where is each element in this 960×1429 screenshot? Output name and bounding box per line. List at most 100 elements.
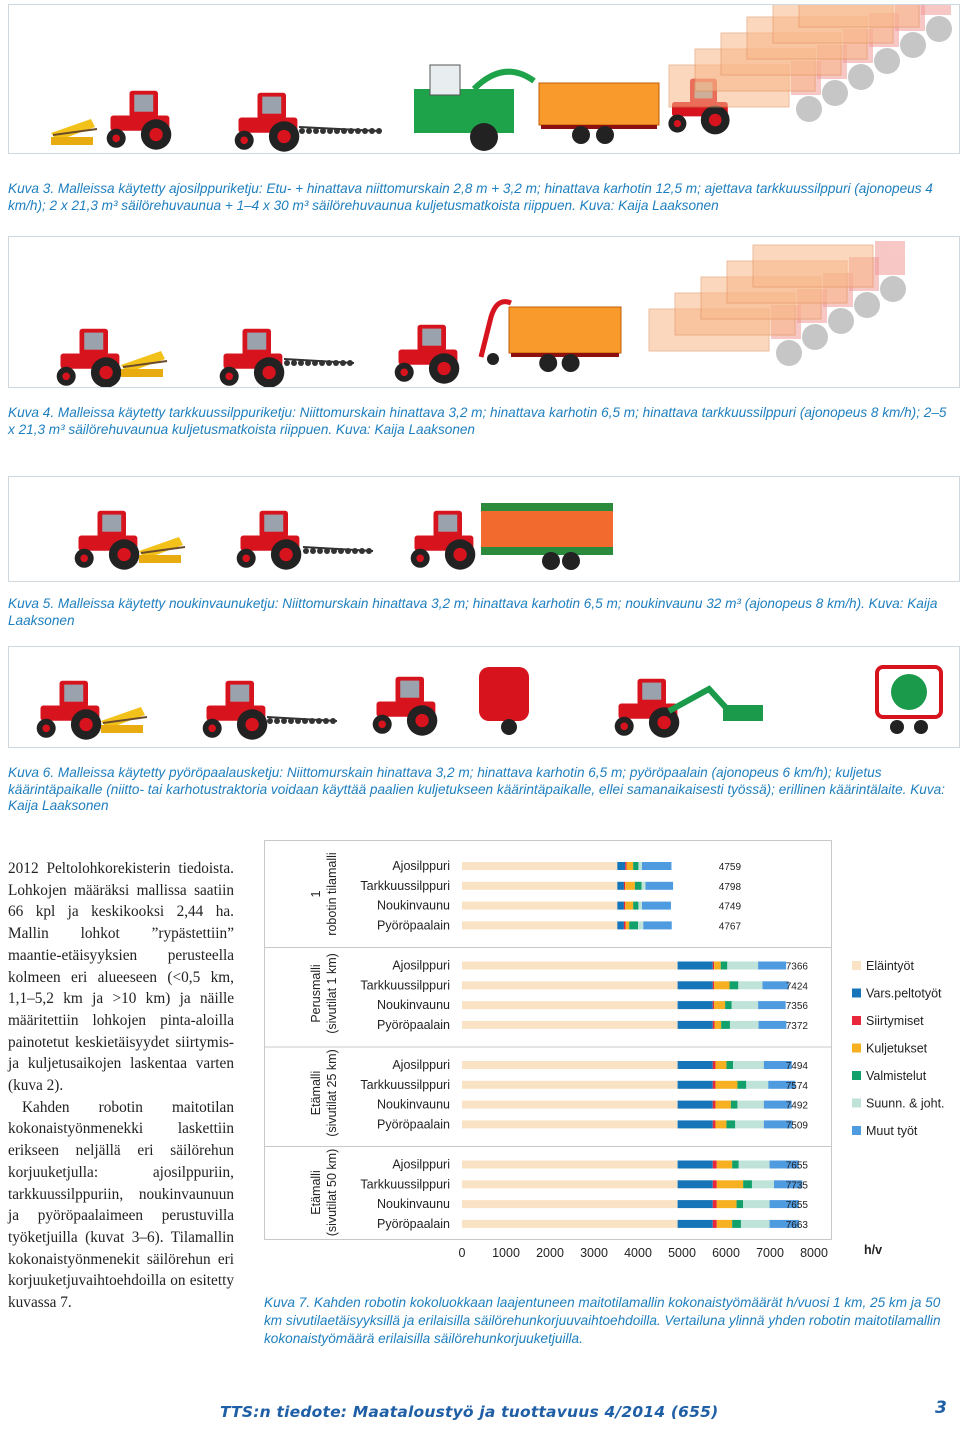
tractor-icon [236,510,302,570]
bar-segment [714,1020,722,1029]
round-baler-icon [479,667,529,735]
bar-segment [762,981,789,990]
bar-segment [677,961,713,970]
bar-segment [712,1160,717,1169]
figure-3-illustration [51,5,952,152]
bar-segment [773,1180,803,1189]
bar-segment [769,1219,800,1228]
group-label: Perusmalli (sivutilat 1 km) [309,953,339,1034]
bar-segment [462,881,618,890]
bar-segment [625,862,627,870]
bar-segment [462,921,618,930]
tractor-icon [56,328,122,387]
x-tick-label: 1000 [492,1246,520,1260]
category-label: Noukinvaunu [377,1098,450,1112]
legend-label: Vars.peltotyöt [866,987,942,1001]
bar-segment [641,901,671,910]
bar-segment [617,921,624,930]
group-label: Etämalli (sivutilat 50 km) [309,1149,339,1237]
bar-segment [743,1200,770,1209]
bar-segment [712,1100,716,1109]
legend-swatch [852,1071,861,1080]
bar-segment [712,1200,717,1209]
bar-segment [736,1200,744,1209]
category-label: Ajosilppuri [392,1158,450,1172]
tractor-icon [614,678,680,738]
mower-icon [139,537,186,563]
figure-6-caption: Kuva 6. Malleissa käytetty pyöröpaalausk… [8,765,952,815]
figure-6-panel [8,646,960,748]
total-label: 7366 [786,962,809,973]
bar-segment [740,1219,770,1228]
bar-segment [617,862,626,870]
bar-segment [677,1200,713,1209]
bar-segment [462,981,678,990]
category-label: Pyöröpaalain [377,1018,450,1032]
group-label: 1 robotin tilamalli [309,852,339,935]
tractor-icon [372,676,438,736]
rake-icon [283,358,355,366]
body-paragraph: 2012 Peltolohkorekisterin tiedoista. Loh… [8,860,234,1095]
bar-segment [629,921,638,930]
total-label: 4759 [719,862,742,873]
bar-segment [625,881,635,890]
tractor-icon [219,328,285,387]
body-text-column: 2012 Peltolohkorekisterin tiedoista. Loh… [8,858,234,1314]
x-tick-label: 7000 [756,1246,784,1260]
bar-segment [720,961,728,970]
legend-swatch [852,1126,861,1135]
bar-segment [743,1180,752,1189]
bar-segment [751,1180,774,1189]
bar-segment [735,1120,764,1129]
category-label: Noukinvaunu [377,998,450,1012]
bar-segment [714,1001,726,1010]
total-label: 7424 [786,981,809,992]
category-label: Ajosilppuri [392,959,450,973]
total-label: 4749 [719,902,742,913]
bar-segment [462,1160,678,1169]
bar-segment [712,1061,716,1069]
bar-segment [716,1180,744,1189]
bar-segment [769,1200,799,1209]
category-label: Pyöröpaalain [377,1217,450,1231]
legend-label: Valmistelut [866,1069,927,1083]
tractor-icon [202,680,268,740]
figure-5-text: Malleissa käytetty noukinvaunuketju: Nii… [8,596,938,628]
bar-segment [715,1100,731,1109]
group-label: Etämalli (sivutilat 25 km) [309,1049,339,1137]
figure-3-panel [8,4,960,154]
bar-segment [727,961,759,970]
rake-icon [302,546,374,554]
bar-segment [641,881,646,890]
bar-segment [721,1020,730,1029]
figure-4-panel [8,236,960,388]
category-label: Noukinvaunu [377,1197,450,1211]
figure-6-text: Malleissa käytetty pyöröpaalausketju: Ni… [8,765,945,813]
total-label: 7735 [786,1180,809,1191]
bar-segment [462,1180,678,1189]
bar-segment [768,1080,796,1089]
bar-segment [677,1160,713,1169]
total-label: 7574 [786,1081,809,1092]
figure-4-caption: Kuva 4. Malleissa käytetty tarkkuussilpp… [8,405,952,438]
figure-7-caption: Kuva 7. Kahden robotin kokoluokkaan laaj… [264,1295,941,1346]
chart-frame [264,840,832,1240]
bar-segment [712,981,715,990]
bale-wrapper-icon [875,665,943,734]
bar-segment [714,981,730,990]
bar-segment [737,1080,747,1089]
bar-segment [641,862,672,870]
bar-segment [712,1001,715,1010]
figure-3-caption: Kuva 3. Malleissa käytetty ajosilppurike… [8,181,952,214]
mower-icon [51,119,98,145]
legend-label: Kuljetukset [866,1042,928,1056]
category-label: Pyöröpaalain [377,918,450,932]
bar-segment [731,1001,759,1010]
bar-segment [758,1020,787,1029]
page-number: 3 [935,1398,947,1418]
tractor-icon [74,510,140,570]
total-label: 7509 [786,1120,809,1131]
figure-4-text: Malleissa käytetty tarkkuussilppuriketju… [8,405,947,437]
bar-segment [725,1001,732,1010]
x-tick-label: 3000 [580,1246,608,1260]
